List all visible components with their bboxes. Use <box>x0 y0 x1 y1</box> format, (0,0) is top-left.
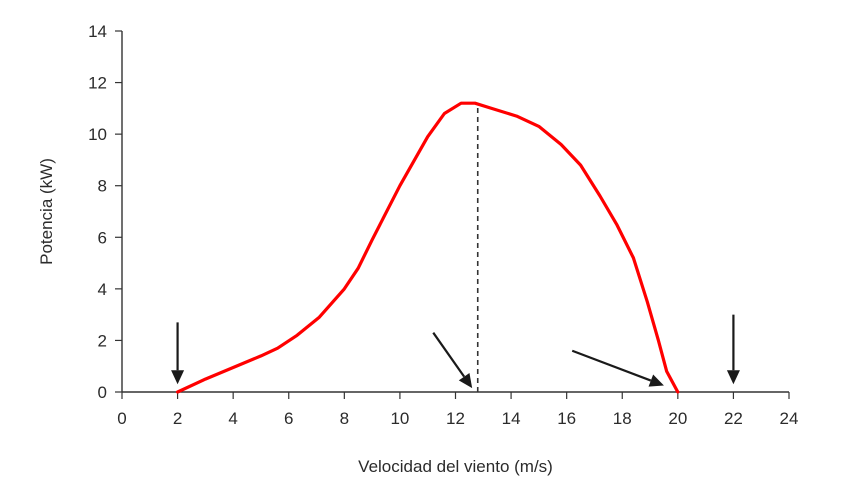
y-tick-label: 2 <box>98 331 107 350</box>
x-tick-label: 8 <box>340 409 349 428</box>
x-tick-label: 14 <box>502 409 521 428</box>
x-tick-label: 16 <box>557 409 576 428</box>
arrow-head <box>648 374 664 387</box>
x-tick-label: 0 <box>117 409 126 428</box>
arrow-head <box>726 370 740 385</box>
x-tick-label: 24 <box>780 409 799 428</box>
x-tick-label: 22 <box>724 409 743 428</box>
x-tick-label: 12 <box>446 409 465 428</box>
x-axis-label: Velocidad del viento (m/s) <box>358 457 553 476</box>
annotation-arrow <box>171 322 185 385</box>
arrow-shaft <box>432 332 466 378</box>
annotation-arrow <box>432 332 473 389</box>
x-tick-label: 10 <box>390 409 409 428</box>
x-tick-label: 4 <box>228 409 237 428</box>
y-tick-label: 0 <box>98 383 107 402</box>
series <box>176 101 680 394</box>
power-curve-line <box>176 101 680 394</box>
arrow-head <box>171 370 185 385</box>
annotation-arrow <box>571 349 664 387</box>
y-tick-label: 6 <box>98 228 107 247</box>
arrow-shaft <box>571 349 652 382</box>
y-tick-label: 8 <box>98 177 107 196</box>
x-tick-label: 18 <box>613 409 632 428</box>
y-tick-label: 14 <box>88 22 107 41</box>
x-tick-label: 20 <box>668 409 687 428</box>
y-tick-label: 12 <box>88 74 107 93</box>
axes <box>121 31 789 393</box>
annotation-arrow <box>726 314 740 385</box>
y-tick-label: 10 <box>88 125 107 144</box>
y-tick-label: 4 <box>98 280 107 299</box>
arrow-head <box>458 372 473 389</box>
x-tick-label: 6 <box>284 409 293 428</box>
y-axis-label: Potencia (kW) <box>37 158 56 265</box>
x-tick-label: 2 <box>173 409 182 428</box>
arrows <box>171 314 740 389</box>
